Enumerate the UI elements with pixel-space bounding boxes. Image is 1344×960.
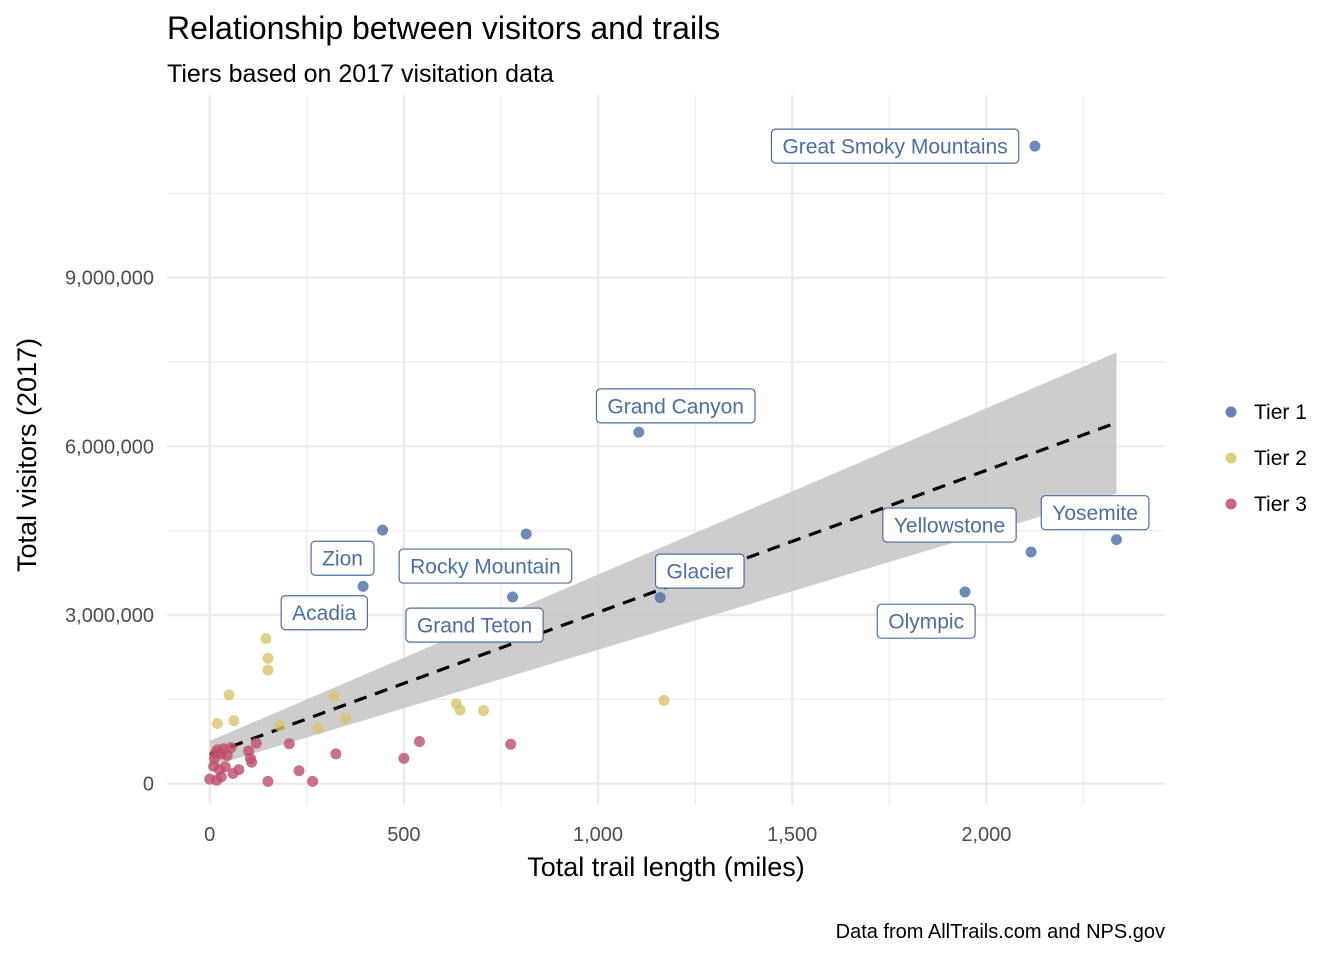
scatter-point	[262, 664, 274, 676]
scatter-point	[312, 723, 324, 735]
scatter-point	[219, 761, 231, 773]
x-tick-label: 2,000	[961, 824, 1011, 846]
y-tick-label: 0	[143, 774, 154, 796]
park-label-box	[654, 553, 745, 589]
park-label-box	[876, 603, 976, 639]
park-label-text: Grand Teton	[417, 615, 532, 638]
scatter-point	[1029, 140, 1041, 152]
scatter-point	[211, 717, 223, 729]
scatter-point	[274, 720, 286, 732]
park-label: Yellowstone	[882, 507, 1017, 543]
park-label-box	[595, 388, 756, 424]
park-label-text: Yosemite	[1052, 502, 1138, 525]
scatter-point	[340, 712, 352, 724]
chart-caption: Data from AllTrails.com and NPS.gov	[836, 921, 1165, 943]
park-label: Grand Canyon	[595, 388, 756, 424]
park-label: Rocky Mountain	[398, 548, 573, 584]
scatter-point	[215, 748, 227, 760]
park-label-box	[310, 540, 375, 576]
park-label-text: Rocky Mountain	[410, 556, 561, 579]
scatter-point	[633, 426, 645, 438]
scatter-point	[654, 592, 666, 604]
park-label-text: Grand Canyon	[607, 395, 744, 418]
legend-key	[1225, 452, 1237, 464]
y-tick-label: 9,000,000	[65, 268, 154, 290]
park-label-box	[398, 548, 573, 584]
scatter-point	[283, 738, 295, 750]
legend-label: Tier 1	[1254, 401, 1307, 424]
scatter-point	[328, 691, 340, 703]
x-tick-label: 0	[204, 824, 215, 846]
scatter-point	[228, 715, 240, 727]
chart-subtitle: Tiers based on 2017 visitation data	[167, 60, 554, 88]
scatter-point	[477, 705, 489, 717]
park-label-text: Olympic	[888, 611, 964, 634]
scatter-point	[454, 704, 466, 716]
scatter-point	[507, 591, 519, 603]
scatter-point	[262, 652, 274, 664]
park-label-box	[1040, 495, 1150, 531]
scatter-point	[330, 748, 342, 760]
legend-label: Tier 3	[1254, 493, 1307, 516]
park-labels: Great Smoky Mountains Grand Canyon Yosemit…	[280, 128, 1150, 643]
park-label: Great Smoky Mountains	[770, 128, 1020, 164]
park-label: Zion	[310, 540, 375, 576]
y-tick-label: 6,000,000	[65, 436, 154, 458]
legend-key	[1225, 406, 1237, 418]
scatter-point	[357, 580, 369, 592]
trend-line	[209, 421, 1118, 756]
legend-label: Tier 2	[1254, 447, 1307, 470]
trend-line-path	[209, 421, 1118, 756]
x-tick-label: 500	[387, 824, 420, 846]
scatter-point	[413, 735, 425, 747]
legend-key	[1225, 498, 1237, 510]
park-label: Acadia	[280, 595, 368, 631]
legend: Tier 1 Tier 2 Tier 3	[1225, 401, 1307, 516]
scatter-point	[505, 738, 517, 750]
scatter-point	[1025, 546, 1037, 558]
chart-title: Relationship between visitors and trails	[167, 10, 720, 46]
x-axis-title: Total trail length (miles)	[527, 852, 805, 882]
x-tick-label: 1,500	[767, 824, 817, 846]
scatter-point	[1110, 534, 1122, 546]
scatter-point	[233, 764, 245, 776]
scatter-point	[250, 737, 262, 749]
x-axis-ticks: 0 500 1,000 1,500 2,000	[204, 824, 1011, 846]
park-label: Olympic	[876, 603, 976, 639]
y-axis-ticks: 0 3,000,000 6,000,000 9,000,000	[65, 268, 154, 796]
data-points	[204, 140, 1122, 787]
park-label-box	[770, 128, 1020, 164]
scatter-point	[658, 694, 670, 706]
park-label-text: Great Smoky Mountains	[782, 136, 1007, 159]
scatter-point	[520, 528, 532, 540]
x-tick-label: 1,000	[573, 824, 623, 846]
scatter-point	[959, 586, 971, 598]
scatter-point	[398, 752, 410, 764]
scatter-point	[307, 775, 319, 787]
scatter-point	[293, 765, 305, 777]
y-axis-title: Total visitors (2017)	[12, 338, 42, 572]
park-label-text: Zion	[322, 548, 363, 571]
scatter-point	[246, 756, 258, 768]
park-label: Grand Teton	[405, 607, 544, 643]
park-label-text: Acadia	[292, 602, 357, 625]
park-label-box	[882, 507, 1017, 543]
scatter-point	[260, 633, 272, 645]
park-label: Glacier	[654, 553, 745, 589]
park-label: Yosemite	[1040, 495, 1150, 531]
park-label-box	[405, 607, 544, 643]
park-label-text: Glacier	[667, 561, 734, 584]
park-label-text: Yellowstone	[894, 515, 1005, 538]
scatter-point	[262, 775, 274, 787]
scatter-point	[377, 524, 389, 536]
y-tick-label: 3,000,000	[65, 605, 154, 627]
park-label-box	[280, 595, 368, 631]
scatter-point	[223, 689, 235, 701]
